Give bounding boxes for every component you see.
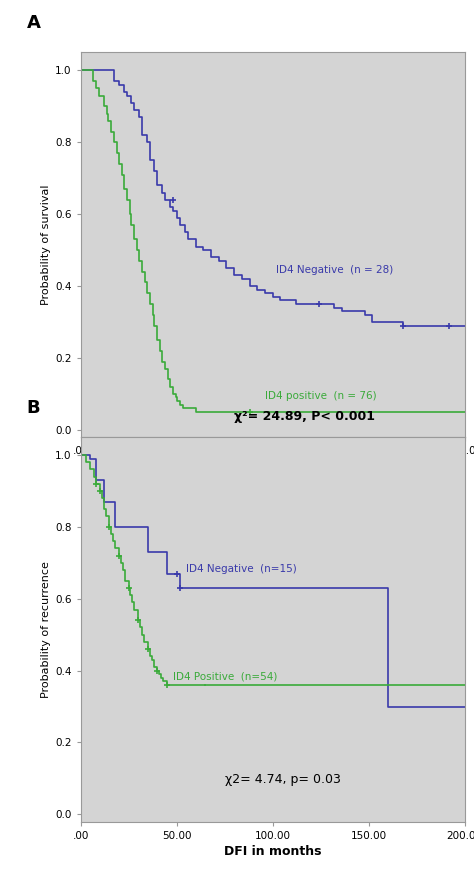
Text: ID4 positive  (n = 76): ID4 positive (n = 76) bbox=[265, 391, 376, 401]
Text: A: A bbox=[27, 14, 41, 32]
Text: B: B bbox=[27, 399, 40, 417]
Text: χ2= 4.74, p= 0.03: χ2= 4.74, p= 0.03 bbox=[225, 773, 340, 786]
Text: χ²= 24.89, P< 0.001: χ²= 24.89, P< 0.001 bbox=[234, 410, 375, 423]
Y-axis label: Probability of survival: Probability of survival bbox=[41, 184, 51, 305]
Text: ID4 Negative  (n = 28): ID4 Negative (n = 28) bbox=[275, 266, 393, 275]
X-axis label: DFI in months: DFI in months bbox=[224, 845, 321, 857]
Text: ID4 Negative  (n=15): ID4 Negative (n=15) bbox=[186, 564, 297, 573]
Text: ID4 Positive  (n=54): ID4 Positive (n=54) bbox=[173, 671, 277, 682]
Y-axis label: Probability of recurrence: Probability of recurrence bbox=[41, 561, 51, 697]
X-axis label: Survival  time in months: Survival time in months bbox=[187, 461, 358, 473]
